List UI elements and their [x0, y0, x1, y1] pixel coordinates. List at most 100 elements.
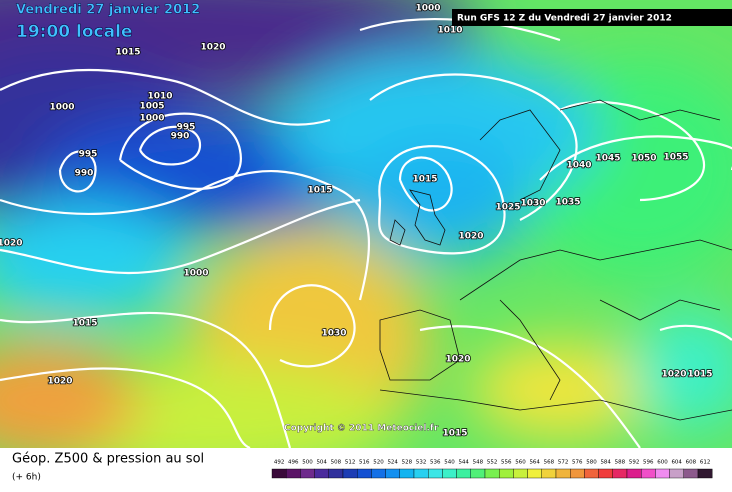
colorbar-swatch — [584, 468, 599, 479]
colorbar-swatch — [342, 468, 358, 479]
time: 19:00 locale — [16, 22, 132, 42]
pressure-label: 1020 — [200, 43, 225, 53]
pressure-label: 1015 — [412, 175, 437, 185]
colorbar-swatch — [286, 468, 301, 479]
colorbar-label: 500 — [302, 460, 313, 466]
colorbar-label: 508 — [331, 460, 342, 466]
colorbar-swatch — [271, 468, 287, 479]
colorbar-swatch — [598, 468, 613, 479]
legend-step: (+ 6h) — [12, 473, 41, 483]
pressure-label: 995 — [177, 123, 196, 133]
colorbar-swatch — [328, 468, 344, 479]
colorbar-label: 512 — [345, 460, 356, 466]
colorbar-label: 532 — [416, 460, 427, 466]
pressure-label: 990 — [75, 169, 94, 179]
colorbar-swatch — [555, 468, 571, 479]
colorbar-label: 612 — [700, 460, 711, 466]
colorbar-label: 528 — [402, 460, 413, 466]
colorbar-label: 572 — [558, 460, 569, 466]
pressure-label: 1020 — [47, 377, 72, 387]
colorbar-label: 516 — [359, 460, 370, 466]
colorbar-swatch — [641, 468, 656, 479]
map — [0, 0, 732, 448]
colorbar-label: 560 — [515, 460, 526, 466]
pressure-label: 1030 — [520, 199, 545, 209]
colorbar-swatch — [413, 468, 429, 479]
pressure-label: 1010 — [147, 92, 172, 102]
pressure-label: 1015 — [115, 48, 140, 58]
pressure-label: 1055 — [663, 153, 688, 163]
colorbar-label: 524 — [387, 460, 398, 466]
pressure-label: 1035 — [555, 198, 580, 208]
date: Vendredi 27 janvier 2012 — [16, 3, 200, 18]
colorbar-swatch — [428, 468, 443, 479]
colorbar-label: 588 — [615, 460, 626, 466]
pressure-label: 1010 — [437, 26, 462, 36]
pressure-label: 1050 — [631, 154, 656, 164]
pressure-label: 1015 — [307, 186, 332, 196]
pressure-label: 1000 — [139, 114, 164, 124]
run-info: Run GFS 12 Z du Vendredi 27 janvier 2012 — [457, 14, 672, 24]
colorbar-label: 496 — [288, 460, 299, 466]
colorbar-label: 592 — [629, 460, 640, 466]
colorbar-swatch — [399, 468, 415, 479]
colorbar-swatch — [570, 468, 585, 479]
pressure-label: 1000 — [183, 269, 208, 279]
colorbar-swatch — [513, 468, 528, 479]
pressure-label: 990 — [171, 132, 190, 142]
pressure-label: 1020 — [0, 239, 23, 249]
colorbar-label: 540 — [444, 460, 455, 466]
colorbar-label: 568 — [544, 460, 555, 466]
colorbar-swatch — [385, 468, 401, 479]
colorbar-swatch — [655, 468, 670, 479]
colorbar-swatch — [499, 468, 514, 479]
pressure-label: 1015 — [687, 370, 712, 380]
colorbar-swatch — [442, 468, 457, 479]
pressure-label: 1005 — [139, 102, 164, 112]
colorbar-label: 492 — [274, 460, 285, 466]
colorbar-swatch — [669, 468, 684, 479]
colorbar-label: 608 — [686, 460, 697, 466]
colorbar-swatch — [456, 468, 472, 479]
pressure-label: 1020 — [445, 355, 470, 365]
isobars — [0, 18, 732, 448]
pressure-label: 1045 — [595, 154, 620, 164]
colorbar-swatch — [357, 468, 372, 479]
coastlines — [379, 99, 732, 421]
colorbar-label: 584 — [600, 460, 611, 466]
pressure-label: 1020 — [661, 370, 686, 380]
colorbar-swatch — [612, 468, 628, 479]
colorbar-label: 576 — [572, 460, 583, 466]
pressure-label: 1025 — [495, 203, 520, 213]
pressure-label: 1015 — [442, 429, 467, 439]
colorbar-swatch — [371, 468, 386, 479]
pressure-label: 1040 — [566, 161, 591, 171]
colorbar-label: 600 — [657, 460, 668, 466]
colorbar-label: 520 — [373, 460, 384, 466]
pressure-label: 1000 — [415, 4, 440, 14]
colorbar-label: 556 — [501, 460, 512, 466]
colorbar-label: 580 — [586, 460, 597, 466]
pressure-label: 1015 — [72, 319, 97, 329]
pressure-label: 995 — [79, 150, 98, 160]
colorbar-swatch — [541, 468, 557, 479]
legend-title: Géop. Z500 & pression au sol — [12, 452, 204, 467]
colorbar-label: 564 — [529, 460, 540, 466]
colorbar-swatch — [484, 468, 500, 479]
colorbar-label: 504 — [316, 460, 327, 466]
colorbar-label: 604 — [671, 460, 682, 466]
colorbar-swatch — [626, 468, 642, 479]
colorbar-swatch — [697, 468, 713, 479]
pressure-label: 1020 — [458, 232, 483, 242]
colorbar-label: 548 — [473, 460, 484, 466]
colorbar-label: 596 — [643, 460, 654, 466]
colorbar-swatch — [300, 468, 315, 479]
pressure-label: 1000 — [49, 103, 74, 113]
copyright: Copyright © 2011 Meteociel.fr — [284, 424, 439, 434]
colorbar-label: 536 — [430, 460, 441, 466]
colorbar-swatch — [683, 468, 699, 479]
colorbar-swatch — [314, 468, 330, 479]
colorbar-label: 552 — [487, 460, 498, 466]
colorbar-label: 544 — [458, 460, 469, 466]
